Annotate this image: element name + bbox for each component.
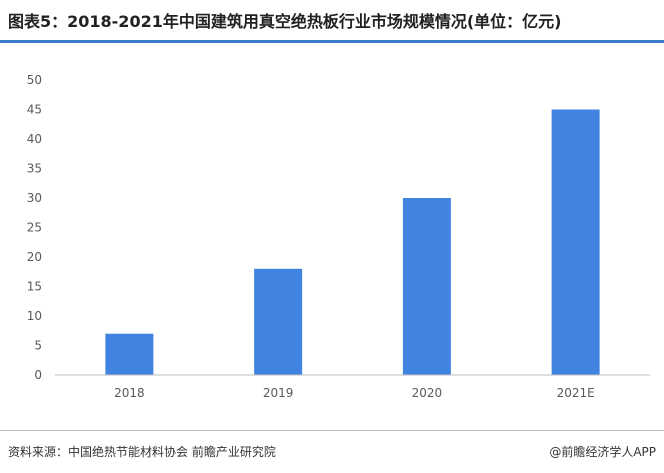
bar-2021E bbox=[551, 109, 600, 375]
y-tick-label: 5 bbox=[34, 339, 42, 353]
y-tick-label: 15 bbox=[27, 280, 42, 294]
y-tick-label: 35 bbox=[27, 162, 42, 176]
y-tick-label: 10 bbox=[27, 309, 42, 323]
y-tick-label: 30 bbox=[27, 191, 42, 205]
bar-2019 bbox=[254, 268, 303, 375]
x-tick-label: 2020 bbox=[412, 386, 443, 400]
bar-2020 bbox=[402, 198, 451, 375]
x-tick-label: 2019 bbox=[263, 386, 294, 400]
bar-chart: 0 5 10 15 20 25 30 35 40 45 50 2018 2019 2020 2021E bbox=[27, 73, 650, 400]
x-axis: 2018 2019 2020 2021E bbox=[55, 374, 650, 400]
y-tick-label: 20 bbox=[27, 250, 42, 264]
y-tick-label: 25 bbox=[27, 221, 42, 235]
y-tick-label: 0 bbox=[34, 368, 42, 382]
credit-text: @前瞻经济学人APP bbox=[549, 445, 656, 459]
bars bbox=[105, 109, 600, 375]
chart-title: 图表5：2018-2021年中国建筑用真空绝热板行业市场规模情况(单位：亿元) bbox=[8, 12, 562, 31]
y-axis: 0 5 10 15 20 25 30 35 40 45 50 bbox=[27, 73, 42, 382]
y-tick-label: 45 bbox=[27, 103, 42, 117]
y-tick-label: 50 bbox=[27, 73, 42, 87]
title-underline bbox=[0, 40, 664, 43]
x-tick-label: 2018 bbox=[114, 386, 145, 400]
x-tick-label: 2021E bbox=[557, 386, 595, 400]
y-tick-label: 40 bbox=[27, 132, 42, 146]
footer: 资料来源：中国绝热节能材料协会 前瞻产业研究院 @前瞻经济学人APP bbox=[0, 430, 664, 473]
bar-2018 bbox=[105, 333, 154, 375]
source-text: 资料来源：中国绝热节能材料协会 前瞻产业研究院 bbox=[8, 445, 276, 459]
